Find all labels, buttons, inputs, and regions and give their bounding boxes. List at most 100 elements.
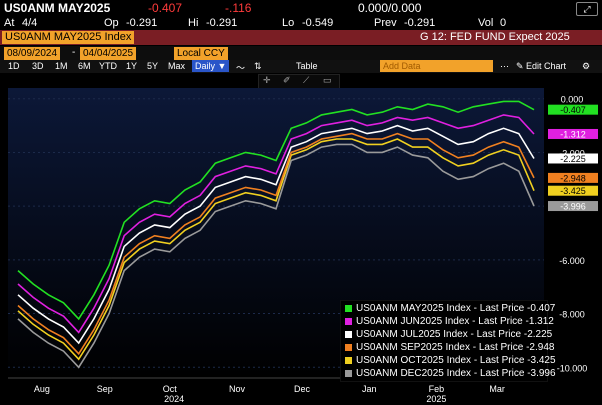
- legend-value-jun: -1.312: [525, 316, 554, 327]
- legend-swatch-jun: [345, 317, 352, 325]
- x-tick-label: Mar: [489, 384, 505, 394]
- legend-value-oct: -3.425: [527, 355, 556, 366]
- y-tick-label: 0.000: [561, 95, 584, 105]
- price-change: -.116: [225, 1, 252, 15]
- legend-label-sep: US0ANM SEP2025 Index - Last Price: [356, 342, 524, 353]
- quote-header: US0ANM MAY2025 -0.407 -.116 0.000/0.000 …: [0, 0, 602, 16]
- legend-item-dec: US0ANM DEC2025 Index - Last Price -3.996: [345, 368, 556, 380]
- legend-swatch-oct: [345, 356, 352, 364]
- y-tick-label: -10.000: [557, 363, 588, 373]
- x-tick-label: Jan: [362, 384, 377, 394]
- legend-swatch-jul: [345, 330, 352, 338]
- last-value-badge-oct: [548, 185, 598, 196]
- prev-value: -0.291: [404, 17, 436, 29]
- y-tick-label: -6.000: [559, 256, 585, 266]
- frequency-select[interactable]: Daily ▼: [192, 60, 230, 72]
- series-line-oct: [17, 138, 535, 361]
- legend-swatch-may: [345, 304, 352, 312]
- legend-value-jul: -2.225: [523, 329, 553, 340]
- period-6m[interactable]: 6M: [78, 61, 91, 71]
- frequency-label: Daily: [195, 61, 216, 71]
- op-label: Op: [104, 17, 119, 29]
- period-1y[interactable]: 1Y: [126, 61, 138, 71]
- quote-stats: At 4/4 Op -0.291 Hi -0.291 Lo -0.549 Pre…: [0, 16, 602, 30]
- last-value-badge-jun: [548, 128, 598, 139]
- crosshair-icon[interactable]: ✛: [263, 75, 271, 85]
- price-chart[interactable]: 0.000-2.000-4.000-6.000-8.000-10.000 Aug…: [0, 74, 602, 405]
- series-line-jul: [17, 124, 535, 345]
- edit-chart-button[interactable]: Edit Chart: [526, 61, 567, 71]
- currency-select[interactable]: Local CCY: [174, 47, 228, 60]
- period-1d[interactable]: 1D: [8, 61, 20, 71]
- bid-ask: 0.000/0.000: [358, 1, 422, 15]
- legend-swatch-sep: [345, 343, 352, 351]
- legend-item-jul: US0ANM JUL2025 Index - Last Price -2.225: [345, 329, 552, 341]
- lo-label: Lo: [282, 17, 295, 29]
- period-3d[interactable]: 3D: [32, 61, 44, 71]
- legend-item-oct: US0ANM OCT2025 Index - Last Price -3.425: [345, 355, 556, 367]
- x-tick-label: Aug: [34, 384, 50, 394]
- legend-value-may: -0.407: [527, 303, 556, 314]
- op-value: -0.291: [126, 17, 158, 29]
- period-toolbar: 1D 3D 1M 6M YTD 1Y 5Y Max Daily ▼ 〜 ⇅ Ta…: [0, 60, 602, 73]
- x-tick-label: Nov: [229, 384, 246, 394]
- last-value-label-sep: -2.948: [560, 173, 586, 183]
- bar-chart-icon[interactable]: ⇅: [254, 61, 262, 71]
- last-value-badge-dec: [548, 201, 598, 212]
- legend-label-oct: US0ANM OCT2025 Index - Last Price: [356, 355, 525, 366]
- last-value-label-jul: -2.225: [560, 154, 586, 164]
- legend-value-sep: -2.948: [526, 342, 555, 353]
- legend-swatch-dec: [345, 369, 352, 377]
- line-chart-icon[interactable]: 〜: [236, 63, 246, 73]
- hi-value: -0.291: [206, 17, 238, 29]
- y-tick-label: -2.000: [559, 148, 585, 158]
- last-value-label-dec: -3.996: [560, 202, 586, 212]
- last-value-label-oct: -3.425: [560, 186, 586, 196]
- period-ytd[interactable]: YTD: [99, 61, 117, 71]
- table-button[interactable]: Table: [296, 61, 318, 71]
- trend-line-icon[interactable]: ⟋: [303, 75, 310, 85]
- period-5y[interactable]: 5Y: [147, 61, 159, 71]
- x-year-label: 2024: [164, 394, 184, 404]
- legend-item-jun: US0ANM JUN2025 Index - Last Price -1.312: [345, 316, 554, 328]
- add-data-input[interactable]: Add Data: [380, 60, 493, 72]
- lo-value: -0.549: [302, 17, 334, 29]
- at-value: 4/4: [22, 17, 38, 29]
- series-line-jun: [17, 114, 535, 334]
- legend-item-may: US0ANM MAY2025 Index - Last Price -0.407: [345, 303, 555, 315]
- pencil-icon[interactable]: ✐: [283, 75, 291, 85]
- series-line-dec: [17, 143, 535, 369]
- last-value-label-may: -0.407: [560, 105, 586, 115]
- start-date-input[interactable]: 08/09/2024: [4, 47, 61, 60]
- legend-label-jul: US0ANM JUL2025 Index - Last Price: [356, 329, 522, 340]
- legend-label-jun: US0ANM JUN2025 Index - Last Price: [356, 316, 523, 327]
- security-bar: US0ANM MAY2025 Index G 12: FED FUND Expe…: [0, 30, 602, 45]
- last-value-label-jun: -1.312: [560, 129, 586, 139]
- series-line-sep: [17, 132, 535, 356]
- x-tick-label: Feb: [429, 384, 445, 394]
- ticker-label: US0ANM MAY2025: [4, 1, 111, 15]
- legend-item-sep: US0ANM SEP2025 Index - Last Price -2.948: [345, 342, 554, 354]
- expand-icon[interactable]: ⤢: [576, 2, 598, 16]
- x-year-label: 2025: [426, 394, 446, 404]
- y-tick-label: -8.000: [559, 310, 585, 320]
- legend-label-dec: US0ANM DEC2025 Index - Last Price: [356, 368, 525, 379]
- date-controls: 08/09/2024 - 04/04/2025 Local CCY: [0, 46, 602, 60]
- period-max[interactable]: Max: [168, 61, 186, 71]
- at-label: At: [4, 17, 15, 29]
- gear-icon[interactable]: ⚙: [582, 61, 591, 71]
- period-1m[interactable]: 1M: [55, 61, 68, 71]
- last-value-badge-jul: [548, 153, 598, 164]
- end-date-input[interactable]: 04/04/2025: [80, 47, 137, 60]
- last-value-badge-sep: [548, 172, 598, 183]
- x-tick-label: Dec: [294, 384, 311, 394]
- more-icon[interactable]: ⋯: [500, 61, 509, 71]
- page-title: G 12: FED FUND Expect 2025: [420, 31, 570, 43]
- legend-value-dec: -3.996: [527, 368, 556, 379]
- text-tool-icon[interactable]: ▭: [323, 75, 332, 85]
- edit-icon[interactable]: ✎: [516, 61, 524, 71]
- chart-legend: US0ANM MAY2025 Index - Last Price -0.407…: [340, 300, 556, 382]
- legend-label-may: US0ANM MAY2025 Index - Last Price: [356, 303, 525, 314]
- series-line-may: [17, 100, 535, 321]
- security-name-input[interactable]: US0ANM MAY2025 Index: [2, 31, 135, 44]
